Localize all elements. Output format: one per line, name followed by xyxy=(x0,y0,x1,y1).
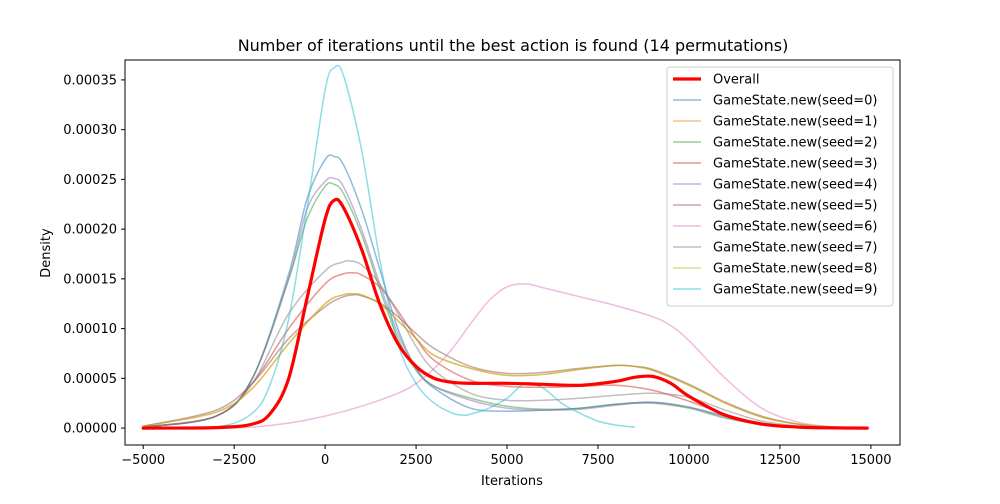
chart-title: Number of iterations until the best acti… xyxy=(238,36,789,55)
x-tick-label: 0 xyxy=(321,453,329,468)
legend-label: GameState.new(seed=2) xyxy=(713,136,877,151)
x-tick-label: 2500 xyxy=(400,453,433,468)
y-tick-label: 0.00030 xyxy=(63,123,117,138)
x-tick-label: 10000 xyxy=(668,453,709,468)
y-tick-label: 0.00000 xyxy=(63,422,117,437)
legend-label: GameState.new(seed=8) xyxy=(713,262,877,277)
x-tick-label: 15000 xyxy=(850,453,891,468)
legend-label: GameState.new(seed=5) xyxy=(713,199,877,214)
x-tick-label: 5000 xyxy=(490,453,523,468)
x-axis-label: Iterations xyxy=(481,474,543,489)
legend-label: GameState.new(seed=6) xyxy=(713,220,877,235)
legend-label: Overall xyxy=(713,73,759,88)
x-tick-label: −2500 xyxy=(212,453,256,468)
legend-label: GameState.new(seed=0) xyxy=(713,94,877,109)
x-tick-label: 12500 xyxy=(759,453,800,468)
y-tick-label: 0.00010 xyxy=(63,322,117,337)
legend-box xyxy=(666,66,894,307)
y-tick-label: 0.00015 xyxy=(63,272,117,287)
y-tick-label: 0.00025 xyxy=(63,173,117,188)
axes-frame xyxy=(124,59,901,446)
legend-label: GameState.new(seed=9) xyxy=(713,283,877,298)
legend-label: GameState.new(seed=4) xyxy=(713,178,877,193)
legend-label: GameState.new(seed=3) xyxy=(713,157,877,172)
series-line-9 xyxy=(142,292,868,429)
series-line-0 xyxy=(141,197,869,430)
plot-area xyxy=(141,64,869,430)
y-tick-label: 0.00035 xyxy=(63,73,117,88)
legend-label: GameState.new(seed=1) xyxy=(713,115,877,130)
legend-label: GameState.new(seed=7) xyxy=(713,241,877,256)
legend: Overall GameState.new(seed=0) GameState.ne… xyxy=(666,66,894,307)
series-line-7 xyxy=(142,283,868,429)
x-axis: −5000 −2500 0 2500 5000 7500 10000 12500 15000 xyxy=(121,445,892,468)
x-tick-label: −5000 xyxy=(121,453,165,468)
y-axis-label: Density xyxy=(39,228,54,278)
series-line-5 xyxy=(142,176,868,429)
y-tick-label: 0.00005 xyxy=(63,372,117,387)
y-axis: 0.00000 0.00005 0.00010 0.00015 0.00020 0.000… xyxy=(63,73,125,437)
x-tick-label: 7500 xyxy=(581,453,614,468)
series-line-6 xyxy=(142,293,868,429)
y-tick-label: 0.00020 xyxy=(63,223,117,238)
series-line-8 xyxy=(142,259,868,429)
series-line-10 xyxy=(142,64,636,430)
